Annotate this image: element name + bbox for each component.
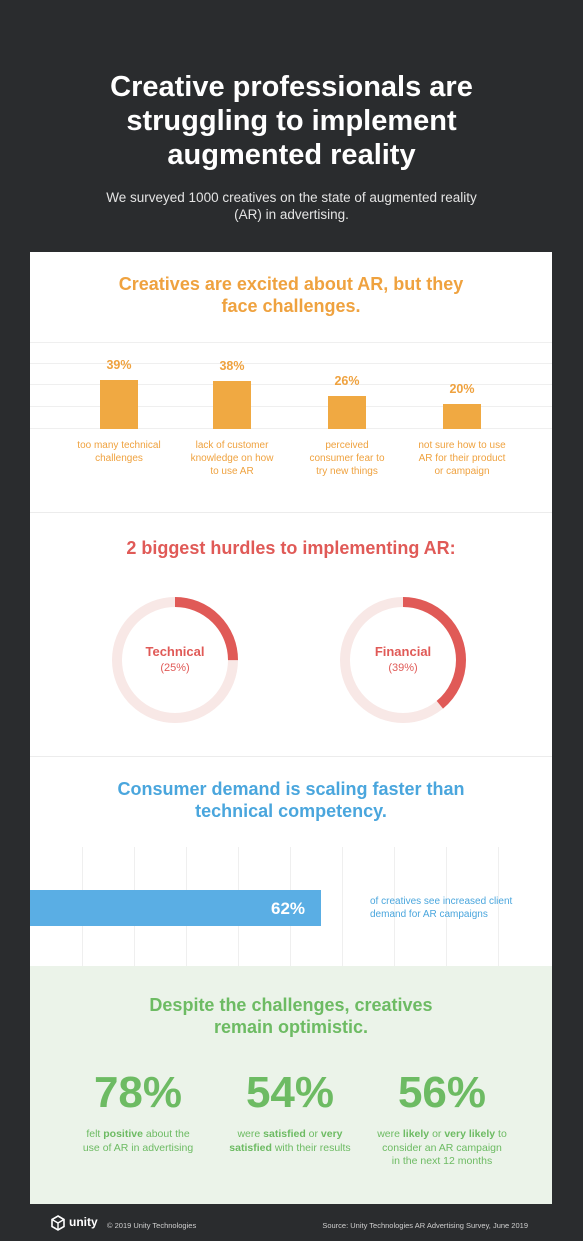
bar [443, 404, 481, 429]
unity-logo: unity [50, 1215, 98, 1231]
bar [328, 396, 366, 429]
challenges-section: Creatives are excited about AR, but they… [30, 252, 552, 512]
optimism-section: Despite the challenges, creatives remain… [30, 966, 552, 1204]
stat-emphasis: likely [402, 1128, 430, 1140]
stat-description: felt positive about the use of AR in adve… [63, 1128, 213, 1155]
stat-emphasis: positive [103, 1128, 143, 1140]
bar [213, 381, 251, 429]
bar-category-label: not sure how to use AR for their product o… [403, 439, 521, 478]
donut-value-label: (39%) [388, 662, 418, 674]
title-line: struggling to implement [126, 105, 457, 137]
bar-category-label: perceived consumer fear to try new things [288, 439, 406, 478]
header: Creative professionals are struggling to… [0, 0, 583, 252]
hurdles-title: 2 biggest hurdles to implementing AR: [126, 538, 456, 558]
stat-emphasis: very [320, 1128, 343, 1140]
bar-category-label-line: challenges [95, 453, 143, 464]
stat-description: were likely or very likely to consider an… [367, 1128, 517, 1169]
bar-category-label-line: consumer fear to [309, 453, 385, 464]
donut-slice [112, 597, 238, 723]
footer: unity © 2019 Unity Technologies Source: … [0, 1204, 583, 1241]
title-line: Creative professionals are [110, 71, 473, 103]
page-subtitle: We surveyed 1000 creatives on the state … [106, 190, 477, 222]
bar-category-label-line: too many technical [77, 440, 161, 451]
unity-cube-icon [51, 1215, 65, 1231]
stat-text: or [305, 1128, 321, 1140]
challenges-title-line: face challenges. [221, 296, 361, 316]
bar-value-label: 26% [334, 374, 360, 388]
bar-category-label-line: lack of customer [195, 440, 269, 451]
donut-label: Financial [374, 644, 432, 659]
stat-emphasis: satisfied [229, 1141, 272, 1154]
bar-value-label: 39% [106, 358, 132, 372]
grid-line [30, 363, 552, 364]
stat-text: with their results [271, 1141, 351, 1154]
stat-text: were [237, 1128, 264, 1140]
stat-value: 56% [397, 1068, 487, 1117]
bar-category-label-line: to use AR [210, 466, 254, 477]
bar [100, 380, 138, 429]
stat-text: to [495, 1128, 507, 1140]
donut-chart [112, 597, 238, 723]
grid-line [30, 342, 552, 343]
challenges-title: Creatives are excited about AR, but they… [30, 273, 552, 317]
grid-line [30, 406, 552, 407]
grid-line [342, 847, 343, 967]
bar-category-label-line: not sure how to use [418, 440, 506, 451]
title-line: augmented reality [167, 139, 416, 171]
bar-category-label: too many technical challenges [60, 439, 178, 465]
stat-text: or [429, 1128, 445, 1140]
stat-text: were [377, 1128, 403, 1140]
donut-value-label: (25%) [160, 662, 190, 674]
bar-category-label-line: perceived [325, 440, 369, 451]
bar [30, 890, 321, 926]
optimism-title: Despite the challenges, creatives remain… [30, 994, 552, 1038]
stat-value: 54% [245, 1068, 335, 1117]
grid-line [394, 847, 395, 967]
grid-line [30, 384, 552, 385]
bar-value-label: 38% [219, 359, 245, 373]
bar-category-label-line: try new things [316, 466, 378, 477]
grid-line [498, 847, 499, 967]
stat-text: in the next 12 months [391, 1155, 493, 1167]
bar-value-label: 20% [449, 382, 475, 396]
donut-chart [340, 597, 466, 723]
stat-emphasis: very likely [444, 1128, 496, 1140]
demand-description-line: demand for AR campaigns [370, 909, 488, 920]
grid-line [446, 847, 447, 967]
challenges-title-line: Creatives are excited about AR, but they [118, 274, 464, 294]
demand-description-line: of creatives see increased client [370, 896, 513, 907]
demand-section: Consumer demand is scaling faster than t… [30, 756, 552, 967]
stat-value: 78% [93, 1068, 183, 1117]
demand-title-line: technical competency. [195, 801, 387, 821]
donut-slice [340, 597, 466, 723]
hurdles-section: 2 biggest hurdles to implementing AR: Te… [30, 512, 552, 756]
bar-category-label-line: AR for their product [418, 453, 506, 464]
bar-value-label: 62% [271, 899, 306, 918]
source-text: Source: Unity Technologies AR Advertisin… [322, 1221, 528, 1230]
stat-text: about the [142, 1128, 190, 1140]
bar-category-label: lack of customer knowledge on how to use A… [173, 439, 291, 478]
optimism-title-line: remain optimistic. [213, 1017, 369, 1037]
demand-description: of creatives see increased client demand… [370, 895, 545, 921]
grid-line [30, 428, 552, 429]
stat-text: felt [86, 1128, 104, 1140]
bar-category-label-line: knowledge on how [190, 453, 274, 464]
demand-title: Consumer demand is scaling faster than t… [30, 778, 552, 822]
stat-text: use of AR in advertising [82, 1141, 194, 1154]
donut-label: Technical [145, 644, 205, 659]
optimism-title-line: Despite the challenges, creatives [149, 995, 433, 1015]
copyright-text: © 2019 Unity Technologies [107, 1221, 197, 1230]
logo-text: unity [69, 1215, 98, 1230]
demand-title-line: Consumer demand is scaling faster than [117, 779, 465, 799]
stat-description: were satisfied or very satisfied with the… [215, 1128, 365, 1155]
page-title: Creative professionals are struggling to… [0, 70, 583, 172]
bar-category-label-line: or campaign [434, 466, 490, 477]
stat-emphasis: satisfied [263, 1128, 306, 1140]
stat-text: consider an AR campaign [382, 1141, 502, 1154]
